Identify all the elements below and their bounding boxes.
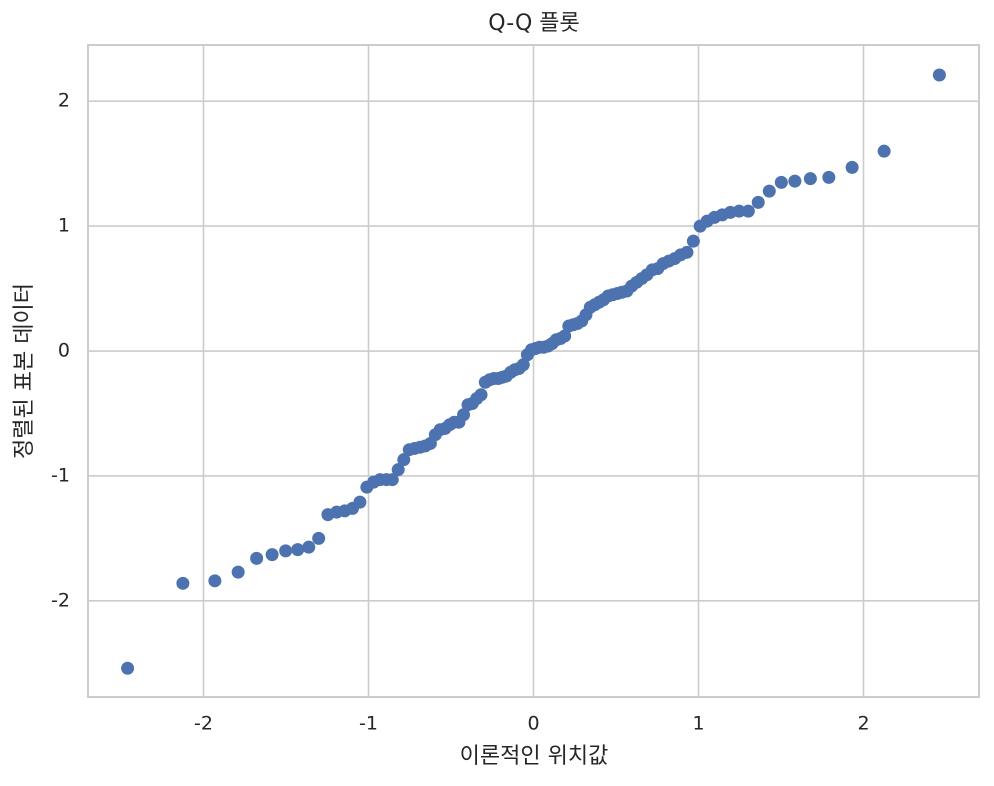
point	[877, 144, 891, 158]
point	[291, 543, 305, 557]
point	[558, 329, 572, 343]
point	[741, 204, 755, 218]
x-axis-label: 이론적인 위치값	[460, 744, 609, 769]
point	[250, 551, 264, 565]
point	[732, 204, 746, 218]
point	[516, 358, 530, 372]
point	[457, 408, 471, 422]
point	[385, 473, 399, 487]
y-tick-label: -1	[51, 464, 70, 486]
point	[302, 540, 316, 554]
chart-title: Q-Q 플롯	[488, 11, 579, 36]
point	[312, 531, 326, 545]
point	[803, 172, 817, 186]
point	[397, 453, 411, 467]
y-tick-label: 1	[58, 215, 70, 237]
point	[208, 574, 222, 588]
y-tick-label: 0	[58, 340, 70, 362]
point	[762, 184, 776, 198]
point	[822, 170, 836, 184]
point	[265, 548, 279, 562]
point	[231, 565, 245, 579]
y-tick-label: -2	[51, 589, 70, 611]
point	[680, 245, 694, 259]
y-tick-label: 2	[58, 90, 70, 112]
plot-frame	[87, 44, 980, 698]
grid	[88, 45, 979, 697]
x-tick-label: 2	[857, 713, 869, 735]
y-axis-label: 정렬된 표본 데이터	[12, 283, 37, 459]
point	[751, 195, 765, 209]
point	[932, 68, 946, 82]
x-tick-label: 0	[527, 713, 539, 735]
point	[788, 174, 802, 188]
point	[121, 661, 135, 675]
point	[686, 234, 700, 248]
x-tick-label: -2	[194, 713, 213, 735]
point	[279, 544, 293, 558]
x-tick-label: 1	[692, 713, 704, 735]
point	[176, 576, 190, 590]
point	[353, 495, 367, 509]
point	[774, 175, 788, 189]
point	[391, 463, 405, 477]
point	[845, 160, 859, 174]
x-tick-label: -1	[359, 713, 378, 735]
point	[474, 388, 488, 402]
